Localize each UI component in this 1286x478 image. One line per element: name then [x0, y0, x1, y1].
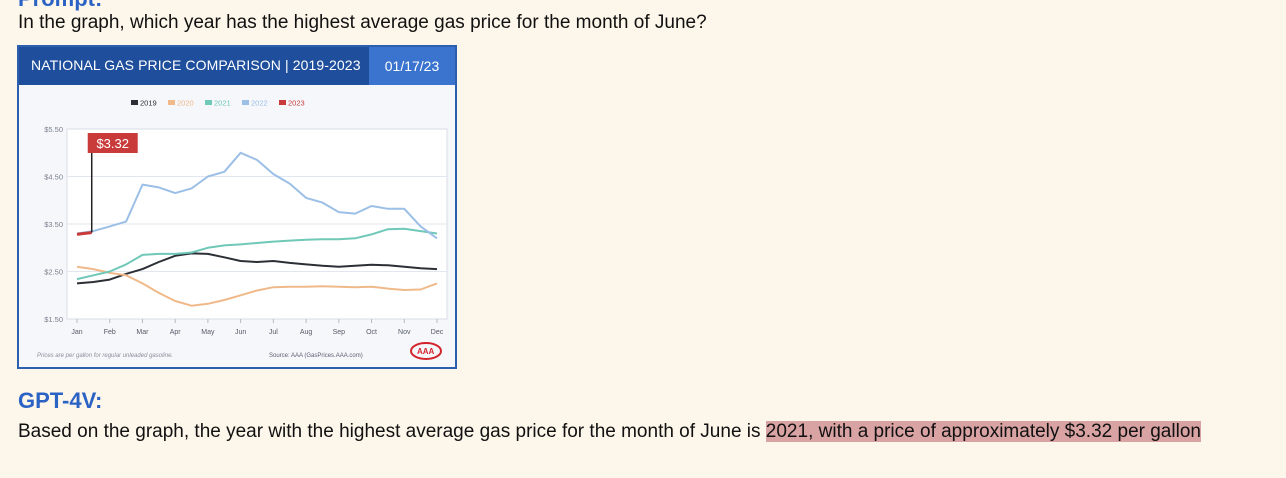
legend-swatch-2023	[279, 100, 286, 105]
callout-box	[87, 133, 138, 153]
x-tick-label: May	[201, 329, 215, 336]
aaa-logo-icon: AAA	[410, 342, 442, 360]
legend-label-2022: 2022	[251, 99, 268, 108]
x-tick-label: Jun	[235, 329, 246, 336]
x-tick-label: Mar	[136, 329, 149, 336]
legend-label-2020: 2020	[177, 99, 194, 108]
chart-card: NATIONAL GAS PRICE COMPARISON | 2019-202…	[17, 45, 457, 369]
x-tick-label: Jan	[71, 329, 82, 336]
chart-date-badge: 01/17/23	[369, 47, 455, 85]
y-tick-label: $3.50	[44, 220, 63, 229]
series-line-2020	[76, 265, 438, 307]
x-tick-label: Feb	[104, 329, 116, 336]
chart-title: NATIONAL GAS PRICE COMPARISON | 2019-202…	[31, 57, 361, 73]
series-line-2019	[76, 252, 438, 285]
y-tick-label: $2.50	[44, 268, 63, 277]
legend-label-2023: 2023	[288, 99, 305, 108]
series-line-2023	[76, 231, 92, 236]
chart-body: $5.50 $4.50 $3.50 $2.50 $1.50 Jan Feb Mar Apr Ma…	[19, 85, 455, 367]
answer-highlight: 2021, with a price of approximately $3.3…	[765, 421, 1201, 442]
series-line-2021	[76, 227, 438, 281]
callout-value-label: $3.32	[96, 136, 129, 151]
legend-label-2021: 2021	[214, 99, 231, 108]
aaa-logo-text: AAA	[417, 347, 435, 356]
legend-swatch-2020	[168, 100, 175, 105]
x-tick-label: Oct	[366, 329, 377, 336]
x-tick-label: Nov	[398, 329, 411, 336]
x-tick-label: Jul	[269, 329, 278, 336]
prompt-question: In the graph, which year has the highest…	[18, 12, 707, 33]
chart-footer-source: Source: AAA (GasPrices.AAA.com)	[269, 353, 363, 359]
chart-footer-note: Prices are per gallon for regular unlead…	[37, 353, 173, 359]
y-tick-label: $1.50	[44, 315, 63, 324]
answer-text: Based on the graph, the year with the hi…	[18, 419, 1278, 445]
legend-swatch-2022	[242, 100, 249, 105]
series-line-2022	[76, 151, 438, 240]
answer-plain: Based on the graph, the year with the hi…	[18, 421, 766, 442]
gas-price-chart: $5.50 $4.50 $3.50 $2.50 $1.50 Jan Feb Mar Apr Ma…	[37, 99, 448, 360]
x-tick-label: Apr	[170, 329, 182, 336]
x-tick-label: Sep	[333, 329, 346, 336]
answer-label: GPT-4V:	[18, 388, 103, 413]
chart-header: NATIONAL GAS PRICE COMPARISON | 2019-202…	[19, 47, 455, 85]
prompt-header-partial: Prompt:	[18, 0, 102, 12]
legend-swatch-2019	[131, 100, 138, 105]
legend-swatch-2021	[205, 100, 212, 105]
x-tick-label: Dec	[431, 329, 444, 336]
y-tick-label: $4.50	[44, 173, 63, 182]
x-tick-label: Aug	[300, 329, 313, 336]
legend-label-2019: 2019	[140, 99, 157, 108]
y-tick-label: $5.50	[44, 125, 63, 134]
